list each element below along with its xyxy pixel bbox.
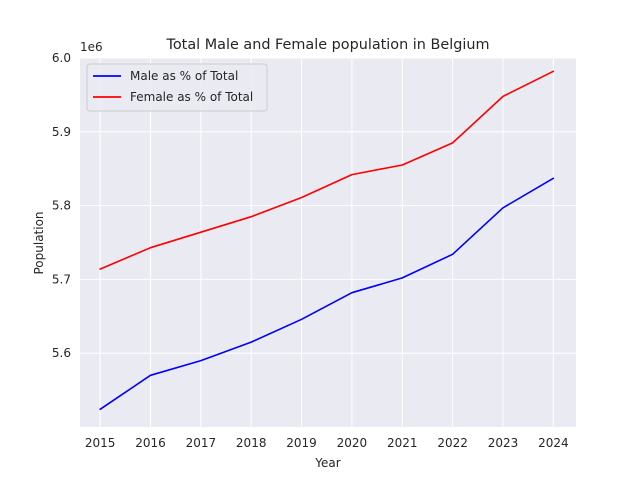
x-tick-label: 2024 [538, 436, 569, 450]
x-tick-label: 2017 [186, 436, 217, 450]
y-axis-ticks: 5.6 5.7 5.8 5.9 6.0 [52, 51, 71, 360]
x-tick-label: 2015 [85, 436, 116, 450]
x-axis-ticks: 2015 2016 2017 2018 2019 2020 2021 2022 2023 2024 [85, 436, 569, 450]
x-tick-label: 2019 [286, 436, 317, 450]
legend: Male as % of Total Female as % of Total [86, 63, 268, 112]
x-axis-title: Year [314, 456, 340, 470]
y-tick-label: 5.8 [52, 199, 71, 213]
y-tick-label: 5.6 [52, 346, 71, 360]
series-lines [99, 70, 555, 411]
x-tick-label: 2016 [135, 436, 166, 450]
x-tick-label: 2022 [437, 436, 468, 450]
x-tick-label: 2021 [387, 436, 418, 450]
x-tick-label: 2020 [337, 436, 368, 450]
legend-label-male: Male as % of Total [130, 69, 238, 83]
y-tick-label: 5.9 [52, 125, 71, 139]
y-gridlines [80, 57, 576, 354]
x-tick-label: 2023 [488, 436, 519, 450]
legend-label-female: Female as % of Total [130, 90, 253, 104]
chart-title: Total Male and Female population in Belg… [166, 37, 490, 53]
legend-box [86, 63, 268, 112]
x-tick-label: 2018 [236, 436, 267, 450]
series-line-male [99, 177, 555, 411]
y-tick-label: 6.0 [52, 51, 71, 65]
y-axis-offset-label: 1e6 [80, 40, 103, 54]
y-tick-label: 5.7 [52, 272, 71, 286]
x-gridlines [99, 58, 554, 427]
plot-area [80, 58, 576, 427]
series-line-female [99, 70, 555, 270]
y-axis-title: Population [32, 211, 46, 274]
